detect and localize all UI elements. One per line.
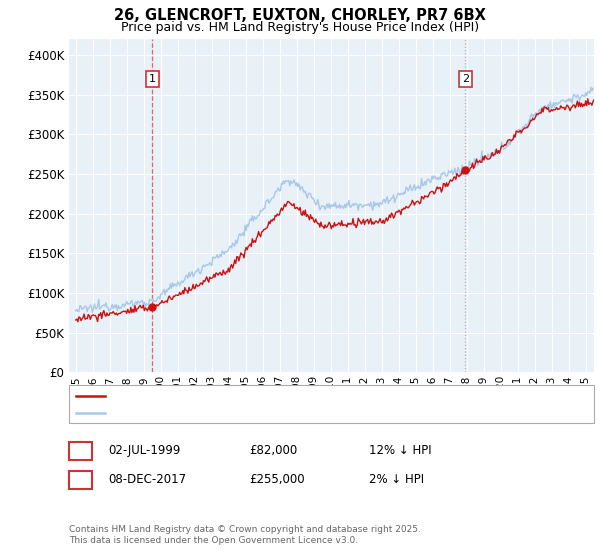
Text: Contains HM Land Registry data © Crown copyright and database right 2025.
This d: Contains HM Land Registry data © Crown c… [69, 525, 421, 545]
Text: 2: 2 [461, 74, 469, 84]
Text: £82,000: £82,000 [249, 444, 297, 458]
Text: 08-DEC-2017: 08-DEC-2017 [108, 473, 186, 487]
Text: Price paid vs. HM Land Registry's House Price Index (HPI): Price paid vs. HM Land Registry's House … [121, 21, 479, 34]
Text: 26, GLENCROFT, EUXTON, CHORLEY, PR7 6BX: 26, GLENCROFT, EUXTON, CHORLEY, PR7 6BX [114, 8, 486, 24]
Text: 12% ↓ HPI: 12% ↓ HPI [369, 444, 431, 458]
Text: £255,000: £255,000 [249, 473, 305, 487]
Text: 02-JUL-1999: 02-JUL-1999 [108, 444, 181, 458]
Text: 1: 1 [77, 444, 84, 458]
Text: 1: 1 [149, 74, 156, 84]
Text: 26, GLENCROFT, EUXTON, CHORLEY, PR7 6BX (detached house): 26, GLENCROFT, EUXTON, CHORLEY, PR7 6BX … [110, 391, 461, 401]
Text: HPI: Average price, detached house, Chorley: HPI: Average price, detached house, Chor… [110, 408, 354, 418]
Text: 2: 2 [77, 473, 84, 487]
Text: 2% ↓ HPI: 2% ↓ HPI [369, 473, 424, 487]
